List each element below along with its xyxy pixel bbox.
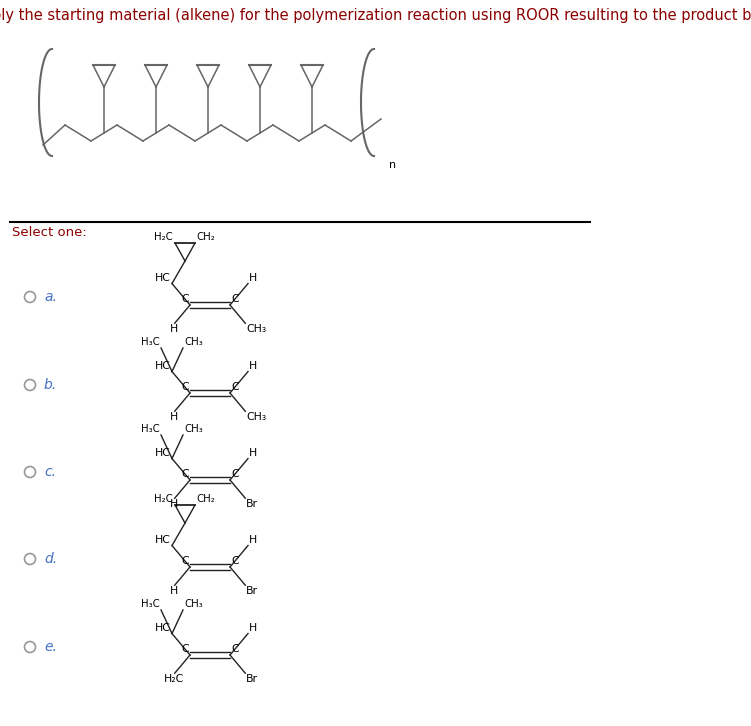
Text: H: H bbox=[170, 412, 178, 423]
Text: C: C bbox=[231, 556, 239, 566]
Text: H₃C: H₃C bbox=[141, 337, 160, 347]
Text: Br: Br bbox=[246, 586, 258, 596]
Text: C: C bbox=[182, 382, 189, 392]
Text: C: C bbox=[231, 644, 239, 654]
Text: CH₂: CH₂ bbox=[196, 232, 215, 242]
Text: H: H bbox=[170, 499, 178, 509]
Text: Select one:: Select one: bbox=[12, 226, 87, 239]
Text: HC: HC bbox=[155, 361, 171, 370]
Text: H₂C: H₂C bbox=[154, 494, 173, 504]
Text: Supply the starting material (alkene) for the polymerization reaction using ROOR: Supply the starting material (alkene) fo… bbox=[0, 8, 751, 23]
Text: e.: e. bbox=[44, 640, 57, 654]
Text: H: H bbox=[170, 586, 178, 596]
Text: H: H bbox=[249, 447, 258, 457]
Text: HC: HC bbox=[155, 447, 171, 457]
Text: C: C bbox=[182, 644, 189, 654]
Text: H: H bbox=[249, 272, 258, 282]
Text: C: C bbox=[231, 469, 239, 479]
Text: CH₂: CH₂ bbox=[196, 494, 215, 504]
Text: HC: HC bbox=[155, 534, 171, 544]
Text: a.: a. bbox=[44, 290, 57, 304]
Text: HC: HC bbox=[155, 272, 171, 282]
Text: CH₃: CH₃ bbox=[246, 412, 267, 423]
Text: C: C bbox=[231, 382, 239, 392]
Text: C: C bbox=[231, 294, 239, 304]
Text: H₃C: H₃C bbox=[141, 599, 160, 609]
Text: H: H bbox=[249, 623, 258, 632]
Text: CH₃: CH₃ bbox=[184, 599, 203, 609]
Text: C: C bbox=[182, 469, 189, 479]
Text: Br: Br bbox=[246, 499, 258, 509]
Text: H₂C: H₂C bbox=[164, 674, 184, 684]
Text: CH₃: CH₃ bbox=[184, 337, 203, 347]
Text: HC: HC bbox=[155, 623, 171, 632]
Text: H: H bbox=[170, 325, 178, 334]
Text: H: H bbox=[249, 361, 258, 370]
Text: d.: d. bbox=[44, 552, 57, 566]
Text: C: C bbox=[182, 556, 189, 566]
Text: C: C bbox=[182, 294, 189, 304]
Text: H: H bbox=[249, 534, 258, 544]
Text: CH₃: CH₃ bbox=[184, 424, 203, 434]
Text: H₃C: H₃C bbox=[141, 424, 160, 434]
Text: b.: b. bbox=[44, 378, 57, 392]
Text: Br: Br bbox=[246, 674, 258, 684]
Text: c.: c. bbox=[44, 465, 56, 479]
Text: H₂C: H₂C bbox=[154, 232, 173, 242]
Text: CH₃: CH₃ bbox=[246, 325, 267, 334]
Text: n: n bbox=[389, 160, 396, 170]
